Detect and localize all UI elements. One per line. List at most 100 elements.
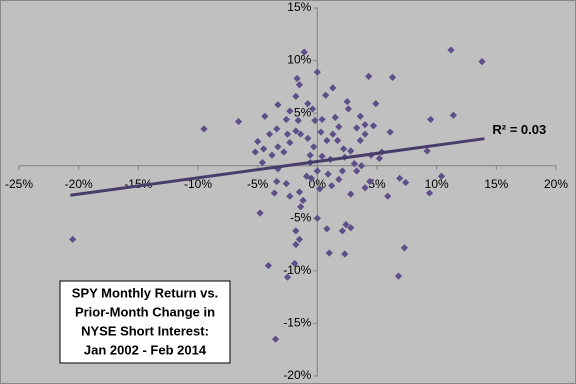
point [347, 190, 355, 198]
y-tick-label: -10% [283, 263, 311, 277]
point [273, 177, 281, 186]
x-tick-label: 0% [309, 177, 327, 191]
point [295, 235, 304, 243]
x-tick-label: 20% [544, 177, 568, 191]
point [268, 151, 276, 159]
point [331, 113, 339, 121]
point [449, 111, 457, 119]
point [323, 136, 331, 145]
point [297, 203, 305, 211]
x-tick-label: 5% [368, 177, 386, 191]
point [271, 335, 280, 343]
point [338, 227, 346, 235]
point [317, 128, 325, 136]
point [282, 179, 290, 188]
x-tick-label: 10% [425, 177, 449, 191]
point [308, 105, 317, 113]
point [286, 107, 294, 115]
point [323, 225, 331, 233]
title-line: Prior-Month Change in [75, 304, 215, 319]
x-tick-label: -20% [65, 177, 93, 191]
point [329, 84, 337, 92]
point [297, 130, 305, 138]
point [274, 101, 282, 109]
point [258, 158, 267, 167]
point [274, 165, 282, 173]
point [357, 162, 366, 170]
point [339, 145, 348, 153]
point [299, 196, 307, 205]
point [280, 148, 288, 156]
point [273, 125, 281, 133]
point [256, 209, 264, 217]
point [343, 97, 351, 106]
x-tick-label: -10% [184, 177, 212, 191]
point [342, 220, 350, 229]
point [350, 160, 358, 168]
point [361, 184, 369, 192]
y-tick-label: -5% [290, 210, 312, 224]
point [295, 81, 304, 89]
point [334, 136, 342, 145]
point [310, 143, 318, 151]
y-tick-label: -20% [283, 368, 311, 382]
point [353, 167, 361, 175]
point [306, 151, 314, 159]
point [356, 136, 364, 145]
point [318, 115, 326, 124]
point [251, 148, 259, 156]
point [260, 145, 268, 153]
point [338, 167, 346, 175]
point [341, 250, 349, 258]
point [384, 192, 392, 200]
point [264, 262, 273, 270]
point [294, 116, 302, 125]
point [423, 147, 431, 155]
title-line: NYSE Short Interest: [81, 323, 209, 338]
point [313, 167, 321, 175]
point [328, 182, 336, 190]
title-box [59, 280, 231, 364]
point [302, 172, 311, 180]
point [324, 170, 332, 178]
point [335, 123, 343, 131]
point [386, 128, 394, 136]
point [266, 130, 274, 138]
overlay: R² = 0.03 SPY Monthly Return vs. Prior-Mon… [59, 122, 546, 364]
point [361, 121, 369, 129]
point [318, 152, 326, 160]
point [325, 249, 333, 257]
r-squared-label: R² = 0.03 [492, 122, 546, 137]
point [347, 147, 355, 155]
point [313, 214, 321, 222]
point [366, 177, 374, 186]
point [286, 138, 294, 147]
point [375, 154, 383, 162]
point [295, 188, 304, 196]
point [270, 189, 278, 197]
point [402, 178, 410, 187]
point [300, 48, 308, 56]
point [437, 172, 446, 180]
point [291, 259, 299, 268]
point [292, 227, 300, 235]
x-tick-label: -25% [5, 177, 33, 191]
point [282, 115, 290, 124]
point [304, 134, 312, 142]
point [365, 72, 373, 80]
point [200, 125, 208, 133]
point [313, 68, 321, 76]
title-line: Jan 2002 - Feb 2014 [84, 342, 207, 357]
point [425, 189, 434, 197]
axes: 15%10%5%-5%-10%-15%-20%-25% -20% -15% -10% -… [5, 0, 568, 382]
marks [69, 46, 486, 343]
point [307, 174, 315, 182]
point [388, 73, 397, 81]
point [316, 185, 324, 193]
point [356, 112, 364, 120]
y-tick-label: -15% [283, 316, 311, 330]
point [344, 105, 352, 113]
point [274, 143, 282, 151]
